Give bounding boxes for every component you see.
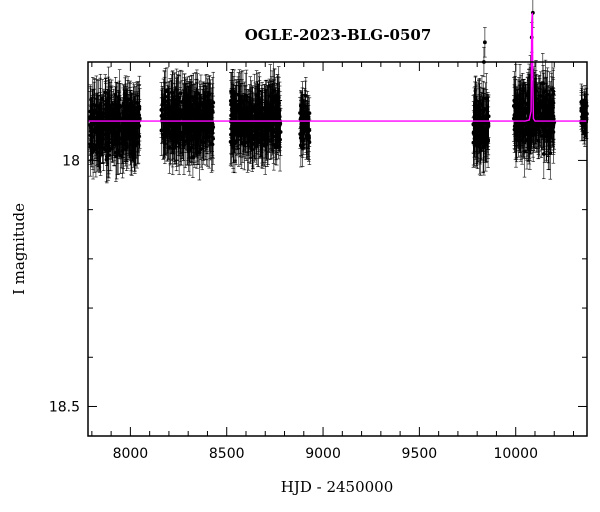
data-point bbox=[101, 98, 105, 136]
model-curve bbox=[88, 12, 587, 122]
x-tick-label: 8000 bbox=[113, 446, 149, 462]
data-point bbox=[514, 102, 519, 163]
data-point bbox=[124, 125, 129, 162]
data-point bbox=[252, 103, 257, 160]
data-point bbox=[204, 106, 209, 154]
data-point bbox=[474, 88, 479, 148]
y-tick-label: 18 bbox=[62, 153, 80, 169]
data-point bbox=[103, 74, 108, 111]
data-point bbox=[123, 92, 128, 132]
data-point bbox=[517, 85, 522, 149]
data-point bbox=[471, 117, 476, 168]
data-point bbox=[162, 71, 167, 128]
data-point bbox=[177, 112, 182, 175]
data-point bbox=[477, 94, 482, 154]
data-point bbox=[512, 84, 517, 146]
data-point bbox=[483, 100, 488, 146]
model-layer bbox=[88, 12, 587, 122]
data-point bbox=[241, 70, 245, 134]
data-point bbox=[534, 73, 539, 133]
data-point bbox=[255, 101, 260, 145]
ticks-layer: 80008500900095001000017.51818.5 bbox=[49, 61, 587, 462]
data-point bbox=[234, 112, 239, 156]
data-point bbox=[182, 114, 186, 175]
data-point bbox=[260, 81, 264, 136]
data-point bbox=[195, 115, 200, 153]
data-point bbox=[198, 109, 203, 151]
data-point bbox=[268, 85, 273, 137]
data-point bbox=[185, 95, 190, 135]
x-tick-label: 9500 bbox=[402, 446, 438, 462]
data-point bbox=[209, 102, 213, 154]
data-point bbox=[189, 101, 194, 157]
data-point bbox=[136, 94, 141, 136]
event-point bbox=[482, 27, 487, 58]
data-point bbox=[166, 88, 170, 125]
data-point bbox=[193, 95, 198, 155]
data-point bbox=[527, 93, 531, 152]
data-point bbox=[175, 89, 180, 126]
data-point bbox=[523, 84, 528, 139]
data-point bbox=[542, 76, 547, 130]
data-point bbox=[300, 94, 305, 136]
data-point bbox=[480, 105, 484, 150]
x-tick-label: 10000 bbox=[493, 446, 538, 462]
data-point bbox=[246, 106, 251, 171]
data-layer bbox=[88, 0, 589, 184]
data-point bbox=[275, 74, 280, 126]
data-point bbox=[522, 125, 527, 178]
data-point bbox=[481, 115, 486, 162]
data-point bbox=[195, 73, 200, 113]
data-point bbox=[159, 82, 164, 138]
data-point bbox=[307, 119, 311, 153]
data-point bbox=[179, 103, 184, 166]
data-point bbox=[120, 100, 124, 153]
data-point bbox=[538, 71, 543, 121]
x-axis-label: HJD - 2450000 bbox=[281, 478, 394, 496]
data-point bbox=[476, 99, 481, 155]
data-point bbox=[547, 94, 551, 155]
data-point bbox=[264, 79, 269, 141]
data-point bbox=[168, 78, 173, 140]
data-point bbox=[268, 86, 273, 150]
data-point bbox=[114, 95, 119, 135]
data-point bbox=[94, 98, 98, 159]
data-point bbox=[262, 84, 267, 144]
data-point bbox=[191, 72, 196, 129]
data-point bbox=[133, 86, 138, 134]
data-point bbox=[196, 107, 200, 149]
data-point bbox=[486, 97, 491, 156]
data-point bbox=[133, 120, 137, 172]
data-point bbox=[103, 108, 108, 152]
chart-title: OGLE-2023-BLG-0507 bbox=[245, 26, 432, 44]
data-point bbox=[170, 117, 174, 162]
data-point bbox=[274, 90, 279, 135]
data-point bbox=[209, 104, 214, 146]
data-point bbox=[305, 109, 309, 138]
data-point bbox=[579, 92, 584, 130]
data-point bbox=[128, 83, 133, 125]
plot-frame bbox=[87, 61, 588, 437]
data-point bbox=[99, 102, 103, 156]
data-point bbox=[89, 112, 94, 150]
data-point bbox=[187, 86, 191, 150]
x-tick-label: 9000 bbox=[305, 446, 341, 462]
x-tick-label: 8500 bbox=[209, 446, 245, 462]
y-axis-label: I magnitude bbox=[10, 203, 28, 295]
data-point bbox=[182, 73, 187, 138]
data-point bbox=[180, 90, 185, 146]
y-tick-label: 18.5 bbox=[49, 399, 80, 415]
data-point bbox=[231, 91, 236, 136]
data-point bbox=[95, 79, 100, 135]
data-point bbox=[123, 118, 128, 160]
data-point bbox=[178, 69, 183, 117]
